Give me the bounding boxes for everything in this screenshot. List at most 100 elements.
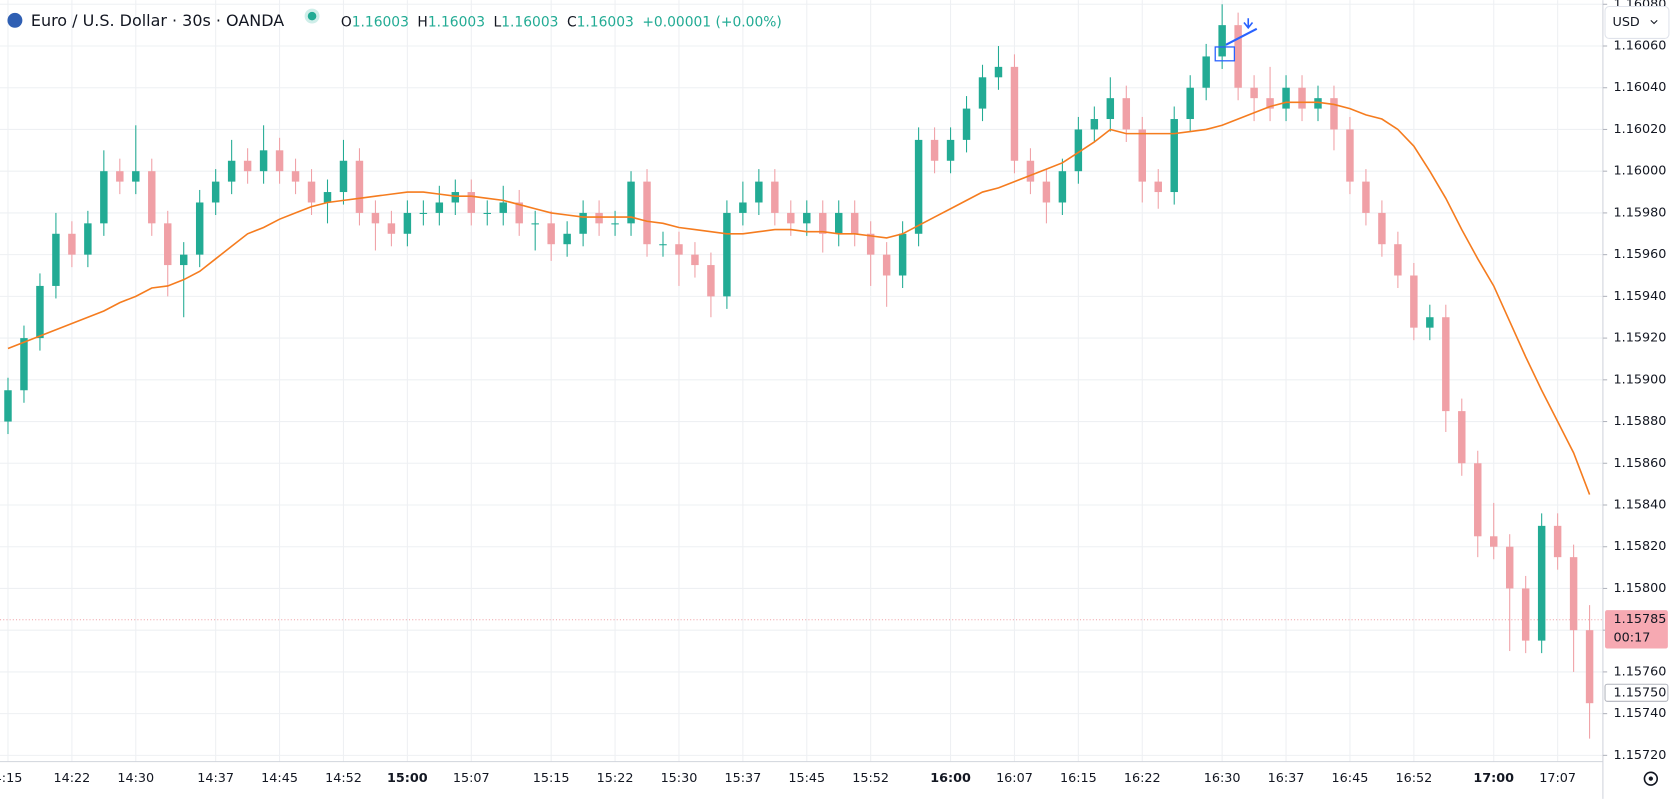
plot <box>4 4 1594 739</box>
y-tick-label: 1.15760 <box>1614 664 1667 679</box>
candle-body <box>994 66 1003 78</box>
candle-body <box>771 181 779 213</box>
candle-body <box>1218 25 1226 57</box>
candle-body <box>419 212 428 214</box>
candle-body <box>547 223 555 245</box>
candle-body <box>1122 98 1131 130</box>
legend-key: L <box>494 14 502 30</box>
legend-key: C <box>567 14 577 30</box>
candle-body <box>627 181 635 224</box>
x-tick-label: 16:37 <box>1268 771 1305 786</box>
candle-body <box>1585 630 1594 704</box>
candle-body <box>211 181 220 203</box>
candle-body <box>483 212 491 214</box>
candle-body <box>930 139 939 161</box>
legend-key: H <box>417 14 427 30</box>
x-tick-label: 16:22 <box>1124 771 1161 786</box>
x-tick-label: 15:45 <box>788 771 825 786</box>
x-tick-label: 14:30 <box>117 771 154 786</box>
candle-body <box>1154 181 1162 193</box>
candle-body <box>84 223 92 255</box>
countdown-label: 00:17 <box>1614 630 1651 645</box>
x-tick-label: 16:00 <box>930 771 971 786</box>
candle-body <box>739 202 747 213</box>
currency-button[interactable] <box>1604 5 1670 39</box>
status-dot <box>307 11 317 21</box>
candle-body <box>946 139 955 161</box>
last-price-label: 1.15785 <box>1614 612 1667 627</box>
annotation-box[interactable] <box>1214 46 1236 62</box>
settings-icon[interactable] <box>1643 771 1659 786</box>
candle-body <box>675 244 683 255</box>
candle-body <box>1569 557 1578 631</box>
y-tick-label: 1.16000 <box>1614 164 1667 179</box>
candle-body <box>515 202 523 224</box>
candle-body <box>1042 181 1051 203</box>
candle-body <box>1553 525 1562 558</box>
axes: 1.157201.157401.157601.157801.158001.158… <box>0 0 1669 786</box>
candle-body <box>819 212 827 234</box>
x-tick-label: 15:07 <box>453 771 490 786</box>
y-tick-label: 1.16040 <box>1614 80 1667 95</box>
candle-body <box>387 223 396 234</box>
x-tick-label: 14:45 <box>261 771 298 786</box>
candle-body <box>1010 66 1019 161</box>
legend-value: 1.16003 <box>577 14 634 30</box>
y-tick-label: 1.15820 <box>1614 539 1667 554</box>
candle-body <box>1537 525 1546 641</box>
candle-body <box>643 181 651 245</box>
x-tick-label: 15:00 <box>387 771 428 786</box>
candle-body <box>403 212 412 234</box>
x-tick-label: 15:22 <box>597 771 634 786</box>
candle-body <box>467 192 476 213</box>
y-tick-label: 1.16080 <box>1614 0 1667 12</box>
candle-body <box>707 265 715 297</box>
candle-body <box>563 233 571 245</box>
candle-body <box>339 160 348 193</box>
annotation-icon[interactable] <box>1243 18 1254 30</box>
candle-body <box>20 338 28 391</box>
candle-body <box>100 171 108 224</box>
symbol-title[interactable]: Euro / U.S. Dollar · 30s · OANDA <box>31 11 284 30</box>
candle-body <box>4 390 12 422</box>
candle-body <box>595 212 603 224</box>
candle-body <box>371 212 380 224</box>
candle-body <box>1170 119 1178 193</box>
candle-body <box>1346 129 1354 182</box>
settings-icon-center <box>1648 776 1653 781</box>
price-marker-label: 1.15750 <box>1614 685 1667 700</box>
candle-body <box>148 171 156 224</box>
candle-body <box>1138 129 1146 182</box>
y-tick-label: 1.16060 <box>1614 39 1667 54</box>
candle-body <box>243 160 252 172</box>
candle-body <box>531 223 539 225</box>
y-tick-label: 1.15980 <box>1614 205 1667 220</box>
candle-body <box>116 171 124 182</box>
y-tick-label: 1.15960 <box>1614 247 1667 262</box>
legend-change: +0.00001 (+0.00%) <box>642 14 781 30</box>
candle-body <box>1505 546 1514 589</box>
currency-label[interactable]: USD <box>1612 15 1639 30</box>
legend-value: 1.16003 <box>352 14 409 30</box>
y-tick-label: 1.15940 <box>1614 289 1667 304</box>
candle-body <box>1458 411 1466 464</box>
candle-body <box>659 244 667 246</box>
ohlc-legend: O1.16003 H1.16003 L1.16003 C1.16003 +0.00001… <box>341 14 782 30</box>
x-tick-label: 16:52 <box>1395 771 1432 786</box>
candle-body <box>1426 317 1434 328</box>
candle-body <box>579 212 587 234</box>
candle-body <box>307 181 316 203</box>
y-tick-label: 1.15900 <box>1614 372 1667 387</box>
candle-body <box>435 202 444 213</box>
candle-body <box>1362 181 1370 213</box>
candle-body <box>1106 98 1115 120</box>
candle-body <box>691 254 699 266</box>
candle-body <box>36 285 44 339</box>
candle-body <box>275 150 284 172</box>
legend-key: O <box>341 14 352 30</box>
y-tick-label: 1.15880 <box>1614 414 1667 429</box>
candle-body <box>52 233 60 286</box>
annotation-arrow[interactable] <box>1225 27 1258 46</box>
y-tick-label: 1.15840 <box>1614 497 1667 512</box>
candle-body <box>1058 171 1067 203</box>
